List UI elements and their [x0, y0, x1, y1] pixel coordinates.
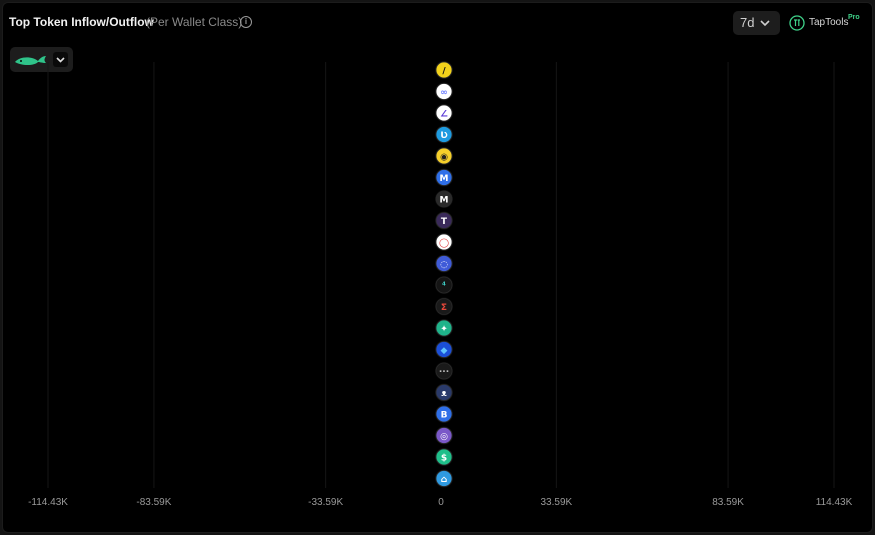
- token-dots-icon[interactable]: ···: [435, 362, 453, 380]
- token-leaf-icon[interactable]: ✦: [435, 319, 453, 337]
- svg-text:T: T: [441, 217, 448, 227]
- token-ring-icon[interactable]: ◌: [435, 254, 453, 273]
- brand-name: TapTools: [809, 17, 849, 28]
- svg-text:◉: ◉: [440, 153, 448, 163]
- token-sigma-icon[interactable]: Σ: [435, 297, 453, 316]
- svg-text:⁴: ⁴: [442, 282, 446, 292]
- chevron-down-icon: [56, 57, 65, 63]
- brand-pro-badge: Pro: [848, 14, 860, 21]
- svg-text:···: ···: [439, 368, 449, 378]
- svg-text:B: B: [441, 411, 448, 421]
- token-map-icon[interactable]: ◆: [435, 340, 453, 359]
- token-b-icon[interactable]: B: [435, 405, 453, 423]
- brand-logo: TapTools Pro: [789, 14, 869, 34]
- svg-text:◎: ◎: [440, 432, 448, 442]
- period-dropdown[interactable]: 7d: [733, 11, 780, 35]
- token-flag-icon[interactable]: ⁴: [435, 276, 453, 294]
- svg-text:$: $: [441, 454, 447, 464]
- token-ribbon-icon[interactable]: ∠: [435, 104, 453, 122]
- token-cloud-icon[interactable]: ◯: [435, 233, 453, 251]
- x-tick-label: 33.59K: [541, 497, 573, 508]
- taptools-logo-icon: [789, 15, 805, 31]
- svg-text:◯: ◯: [439, 239, 449, 249]
- x-tick-label: 83.59K: [712, 497, 744, 508]
- svg-text:⌂: ⌂: [441, 475, 448, 485]
- x-tick-label: -33.59K: [308, 497, 343, 508]
- wallet-chevron: [53, 52, 68, 67]
- wallet-class-dropdown[interactable]: [10, 47, 73, 72]
- svg-text:∞: ∞: [440, 88, 448, 98]
- chevron-down-icon: [760, 20, 770, 27]
- token-globe-icon[interactable]: ∞: [435, 82, 453, 101]
- svg-text:Ʋ: Ʋ: [440, 131, 447, 141]
- token-swirl-icon[interactable]: $: [435, 448, 453, 466]
- token-shield-icon[interactable]: Ʋ: [435, 125, 453, 144]
- token-wolf-icon[interactable]: ᴥ: [435, 383, 453, 402]
- x-tick-label: 114.43K: [816, 497, 853, 508]
- x-tick-label: -83.59K: [136, 497, 171, 508]
- x-tick-label: -114.43K: [28, 497, 68, 508]
- svg-text:◆: ◆: [441, 346, 448, 356]
- info-icon[interactable]: i: [240, 16, 252, 28]
- x-tick-label: 0: [438, 497, 444, 508]
- svg-text:M: M: [440, 174, 449, 184]
- svg-text:◌: ◌: [440, 260, 448, 270]
- svg-text:∠: ∠: [440, 110, 448, 120]
- token-t-icon[interactable]: T: [435, 211, 453, 230]
- token-m-dark-icon[interactable]: M: [435, 190, 453, 208]
- token-koala-icon[interactable]: ◉: [435, 147, 453, 165]
- token-circle-icon[interactable]: ◎: [435, 426, 453, 445]
- svg-text:✦: ✦: [440, 325, 448, 335]
- svg-text:/: /: [442, 67, 446, 77]
- token-m-icon[interactable]: M: [435, 168, 453, 187]
- svg-text:ᴥ: ᴥ: [441, 389, 447, 399]
- period-label: 7d: [740, 15, 755, 30]
- whale-icon: [15, 56, 46, 65]
- token-bolt-icon[interactable]: /: [435, 61, 453, 79]
- chart-subtitle: (Per Wallet Class): [146, 15, 243, 29]
- token-hand-icon[interactable]: ⌂: [435, 469, 453, 488]
- chart-title: Top Token Inflow/Outflow: [9, 15, 154, 29]
- svg-text:Σ: Σ: [441, 303, 447, 313]
- svg-text:M: M: [440, 196, 449, 206]
